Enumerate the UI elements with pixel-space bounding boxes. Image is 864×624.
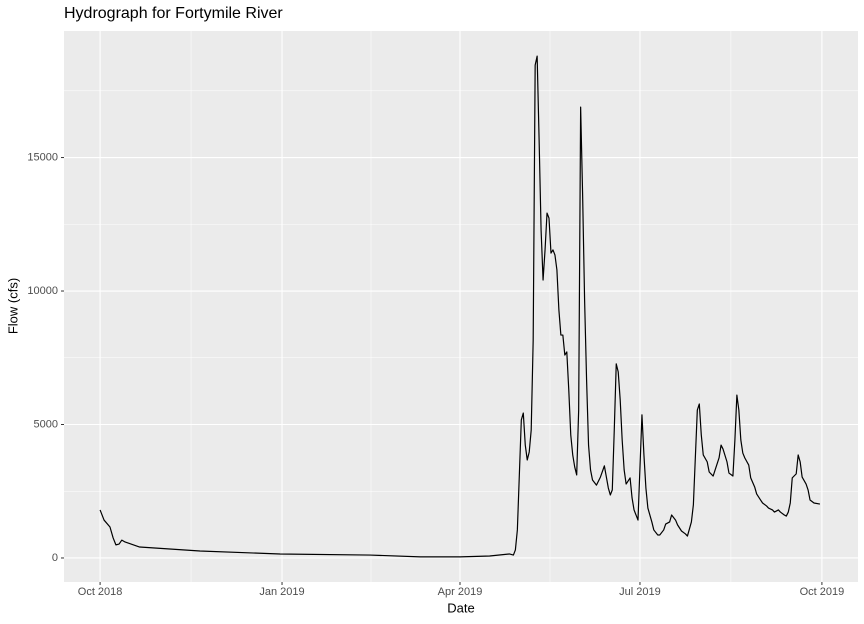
chart-title: Hydrograph for Fortymile River [64, 5, 283, 22]
x-tick-label: Jul 2019 [619, 586, 661, 598]
y-tick-label: 10000 [27, 285, 58, 297]
x-tick-label: Oct 2018 [78, 586, 123, 598]
flow-line [99, 55, 821, 558]
y-axis-label: Flow (cfs) [5, 278, 20, 334]
y-tick-label: 0 [52, 552, 58, 564]
panel [64, 31, 858, 582]
x-tick-label: Apr 2019 [438, 586, 483, 598]
x-axis-label: Date [447, 600, 474, 615]
y-tick-label: 15000 [27, 151, 58, 163]
x-tick-label: Jan 2019 [259, 586, 304, 598]
x-tick-label: Oct 2019 [800, 586, 845, 598]
y-tick-label: 5000 [34, 418, 58, 430]
